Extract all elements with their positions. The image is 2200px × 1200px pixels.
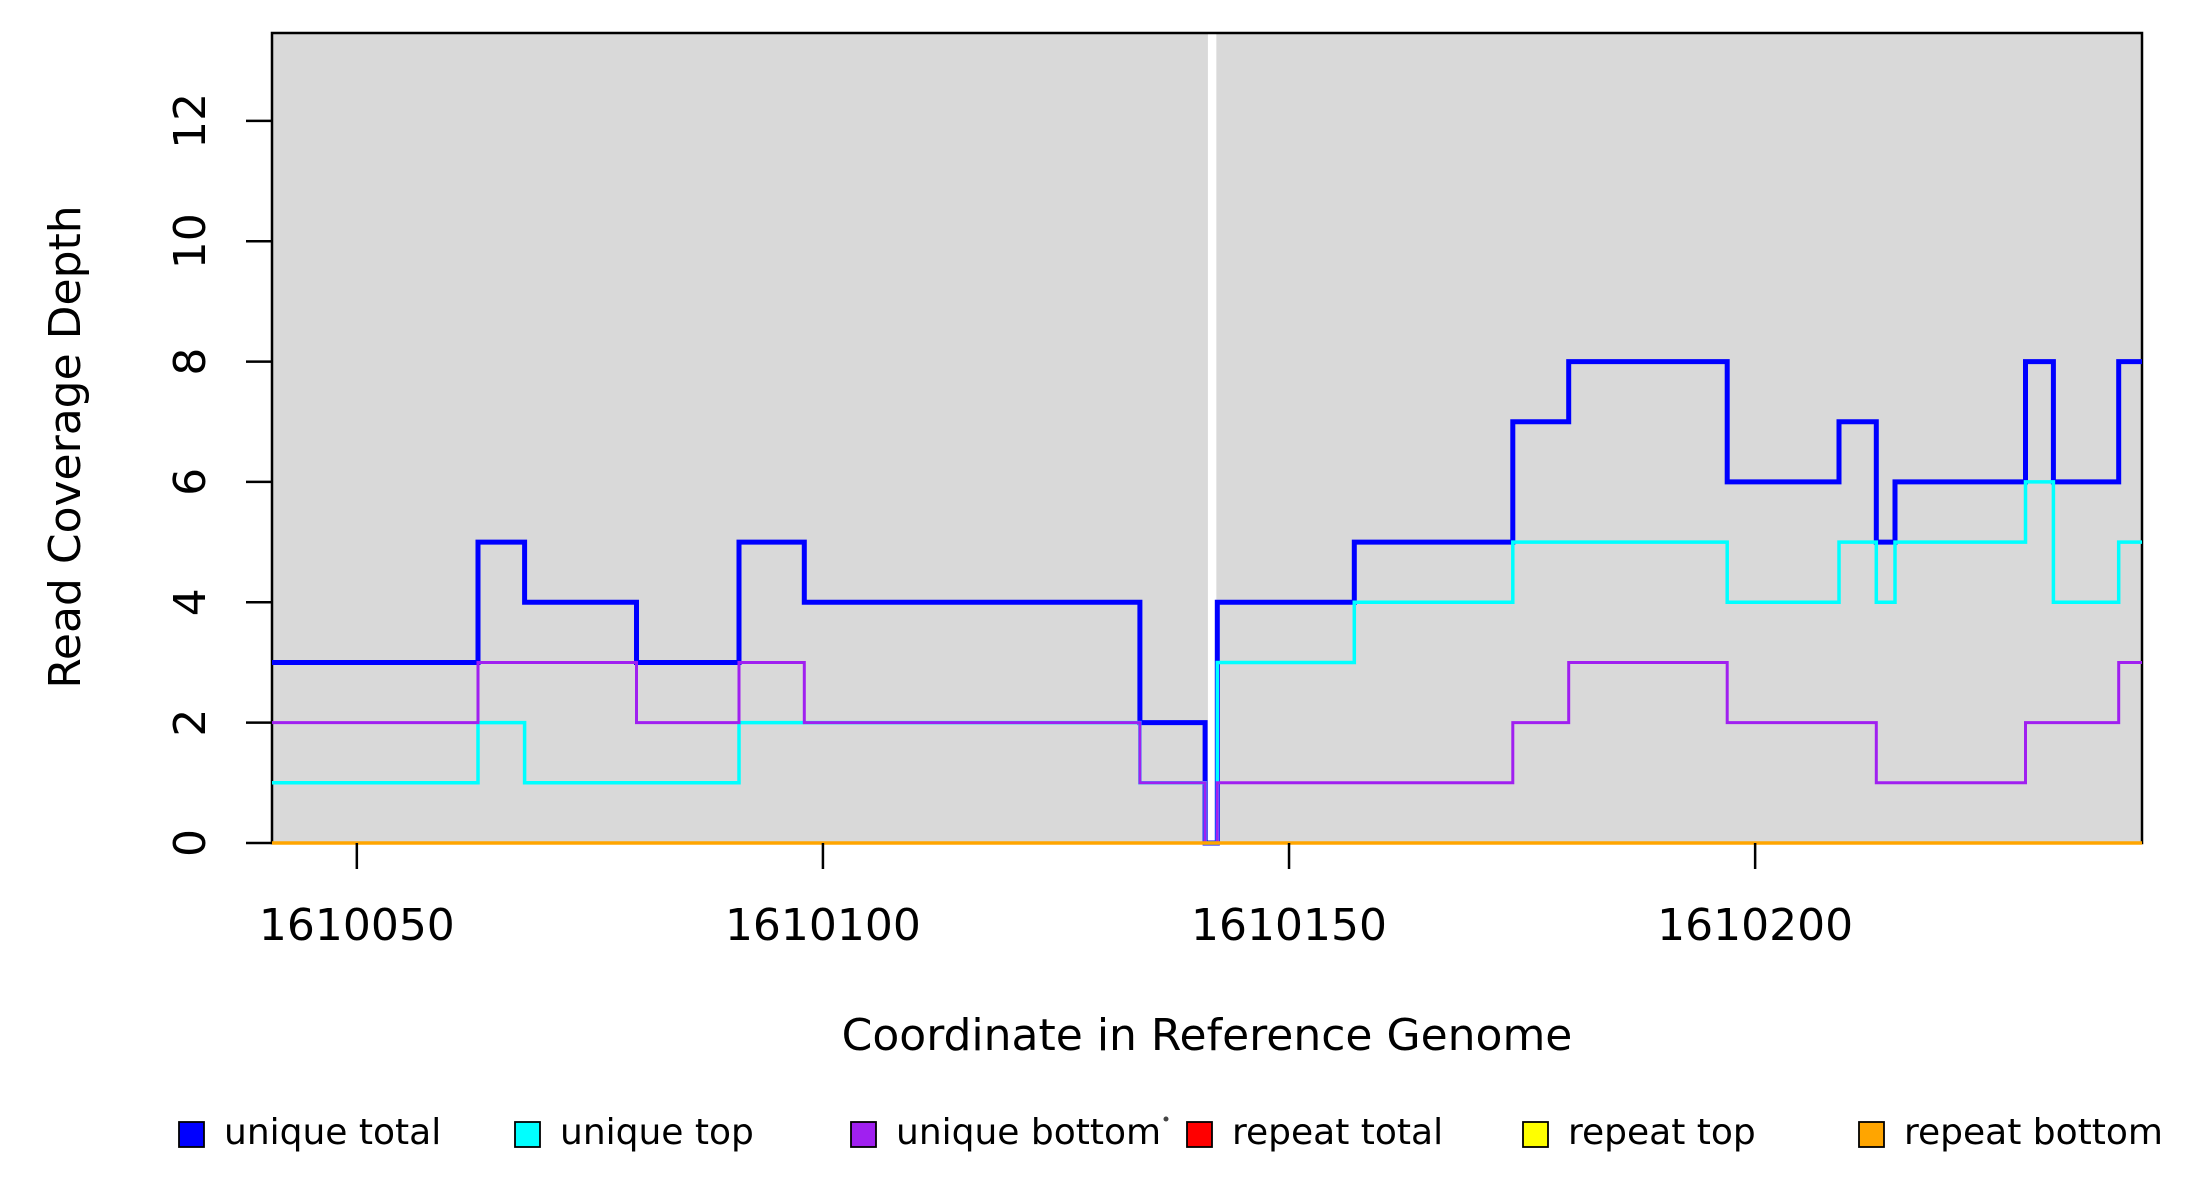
y-tick-label: 0 xyxy=(165,829,216,857)
y-tick-label: 6 xyxy=(165,468,216,496)
plot-background xyxy=(272,33,2142,843)
legend-label: repeat bottom xyxy=(1904,1112,2163,1153)
y-tick-label: 8 xyxy=(165,348,216,376)
y-tick-label: 2 xyxy=(165,709,216,737)
legend-label: repeat total xyxy=(1232,1112,1443,1153)
legend-label: repeat top xyxy=(1568,1112,1756,1153)
legend-item-repeat-total: repeat total xyxy=(1186,1112,1443,1153)
legend-swatch xyxy=(1522,1121,1549,1148)
series-unique-top xyxy=(272,480,2142,845)
legend-swatch xyxy=(178,1121,205,1148)
stray-dot xyxy=(1163,1116,1169,1122)
x-tick-label: 1610100 xyxy=(725,900,921,951)
legend-swatch xyxy=(850,1121,877,1148)
x-tick-label: 1610050 xyxy=(259,900,455,951)
legend-label: unique top xyxy=(560,1112,754,1153)
legend-label: unique total xyxy=(224,1112,441,1153)
legend-swatch xyxy=(1186,1121,1213,1148)
legend-item-repeat-top: repeat top xyxy=(1522,1112,1756,1153)
y-tick-label: 4 xyxy=(165,588,216,616)
x-tick-label: 1610150 xyxy=(1191,900,1387,951)
series-unique-bottom xyxy=(272,661,2142,845)
legend-swatch xyxy=(514,1121,541,1148)
series-unique-total xyxy=(272,359,2142,846)
legend-item-unique-top: unique top xyxy=(514,1112,754,1153)
y-axis-label: Read Coverage Depth xyxy=(40,205,91,688)
y-tick-label: 10 xyxy=(165,213,216,269)
legend-item-unique-total: unique total xyxy=(178,1112,441,1153)
x-axis-label: Coordinate in Reference Genome xyxy=(842,1010,1573,1061)
x-tick-label: 1610200 xyxy=(1657,900,1853,951)
legend-label: unique bottom xyxy=(896,1112,1161,1153)
gap-band-layer xyxy=(1207,34,1217,843)
legend: unique total unique top unique bottom repea… xyxy=(178,1112,2163,1153)
x-axis-ticks: 1610050 1610100 1610150 1610200 xyxy=(259,843,1853,951)
plot-area xyxy=(272,33,2142,843)
y-axis-ticks: 0 2 4 6 8 10 12 xyxy=(165,93,272,857)
series-layer xyxy=(272,359,2142,846)
gap-band xyxy=(1207,34,1217,843)
y-tick-label: 12 xyxy=(165,93,216,149)
legend-swatch xyxy=(1858,1121,1885,1148)
legend-item-unique-bottom: unique bottom xyxy=(850,1112,1161,1153)
legend-item-repeat-bottom: repeat bottom xyxy=(1858,1112,2163,1153)
